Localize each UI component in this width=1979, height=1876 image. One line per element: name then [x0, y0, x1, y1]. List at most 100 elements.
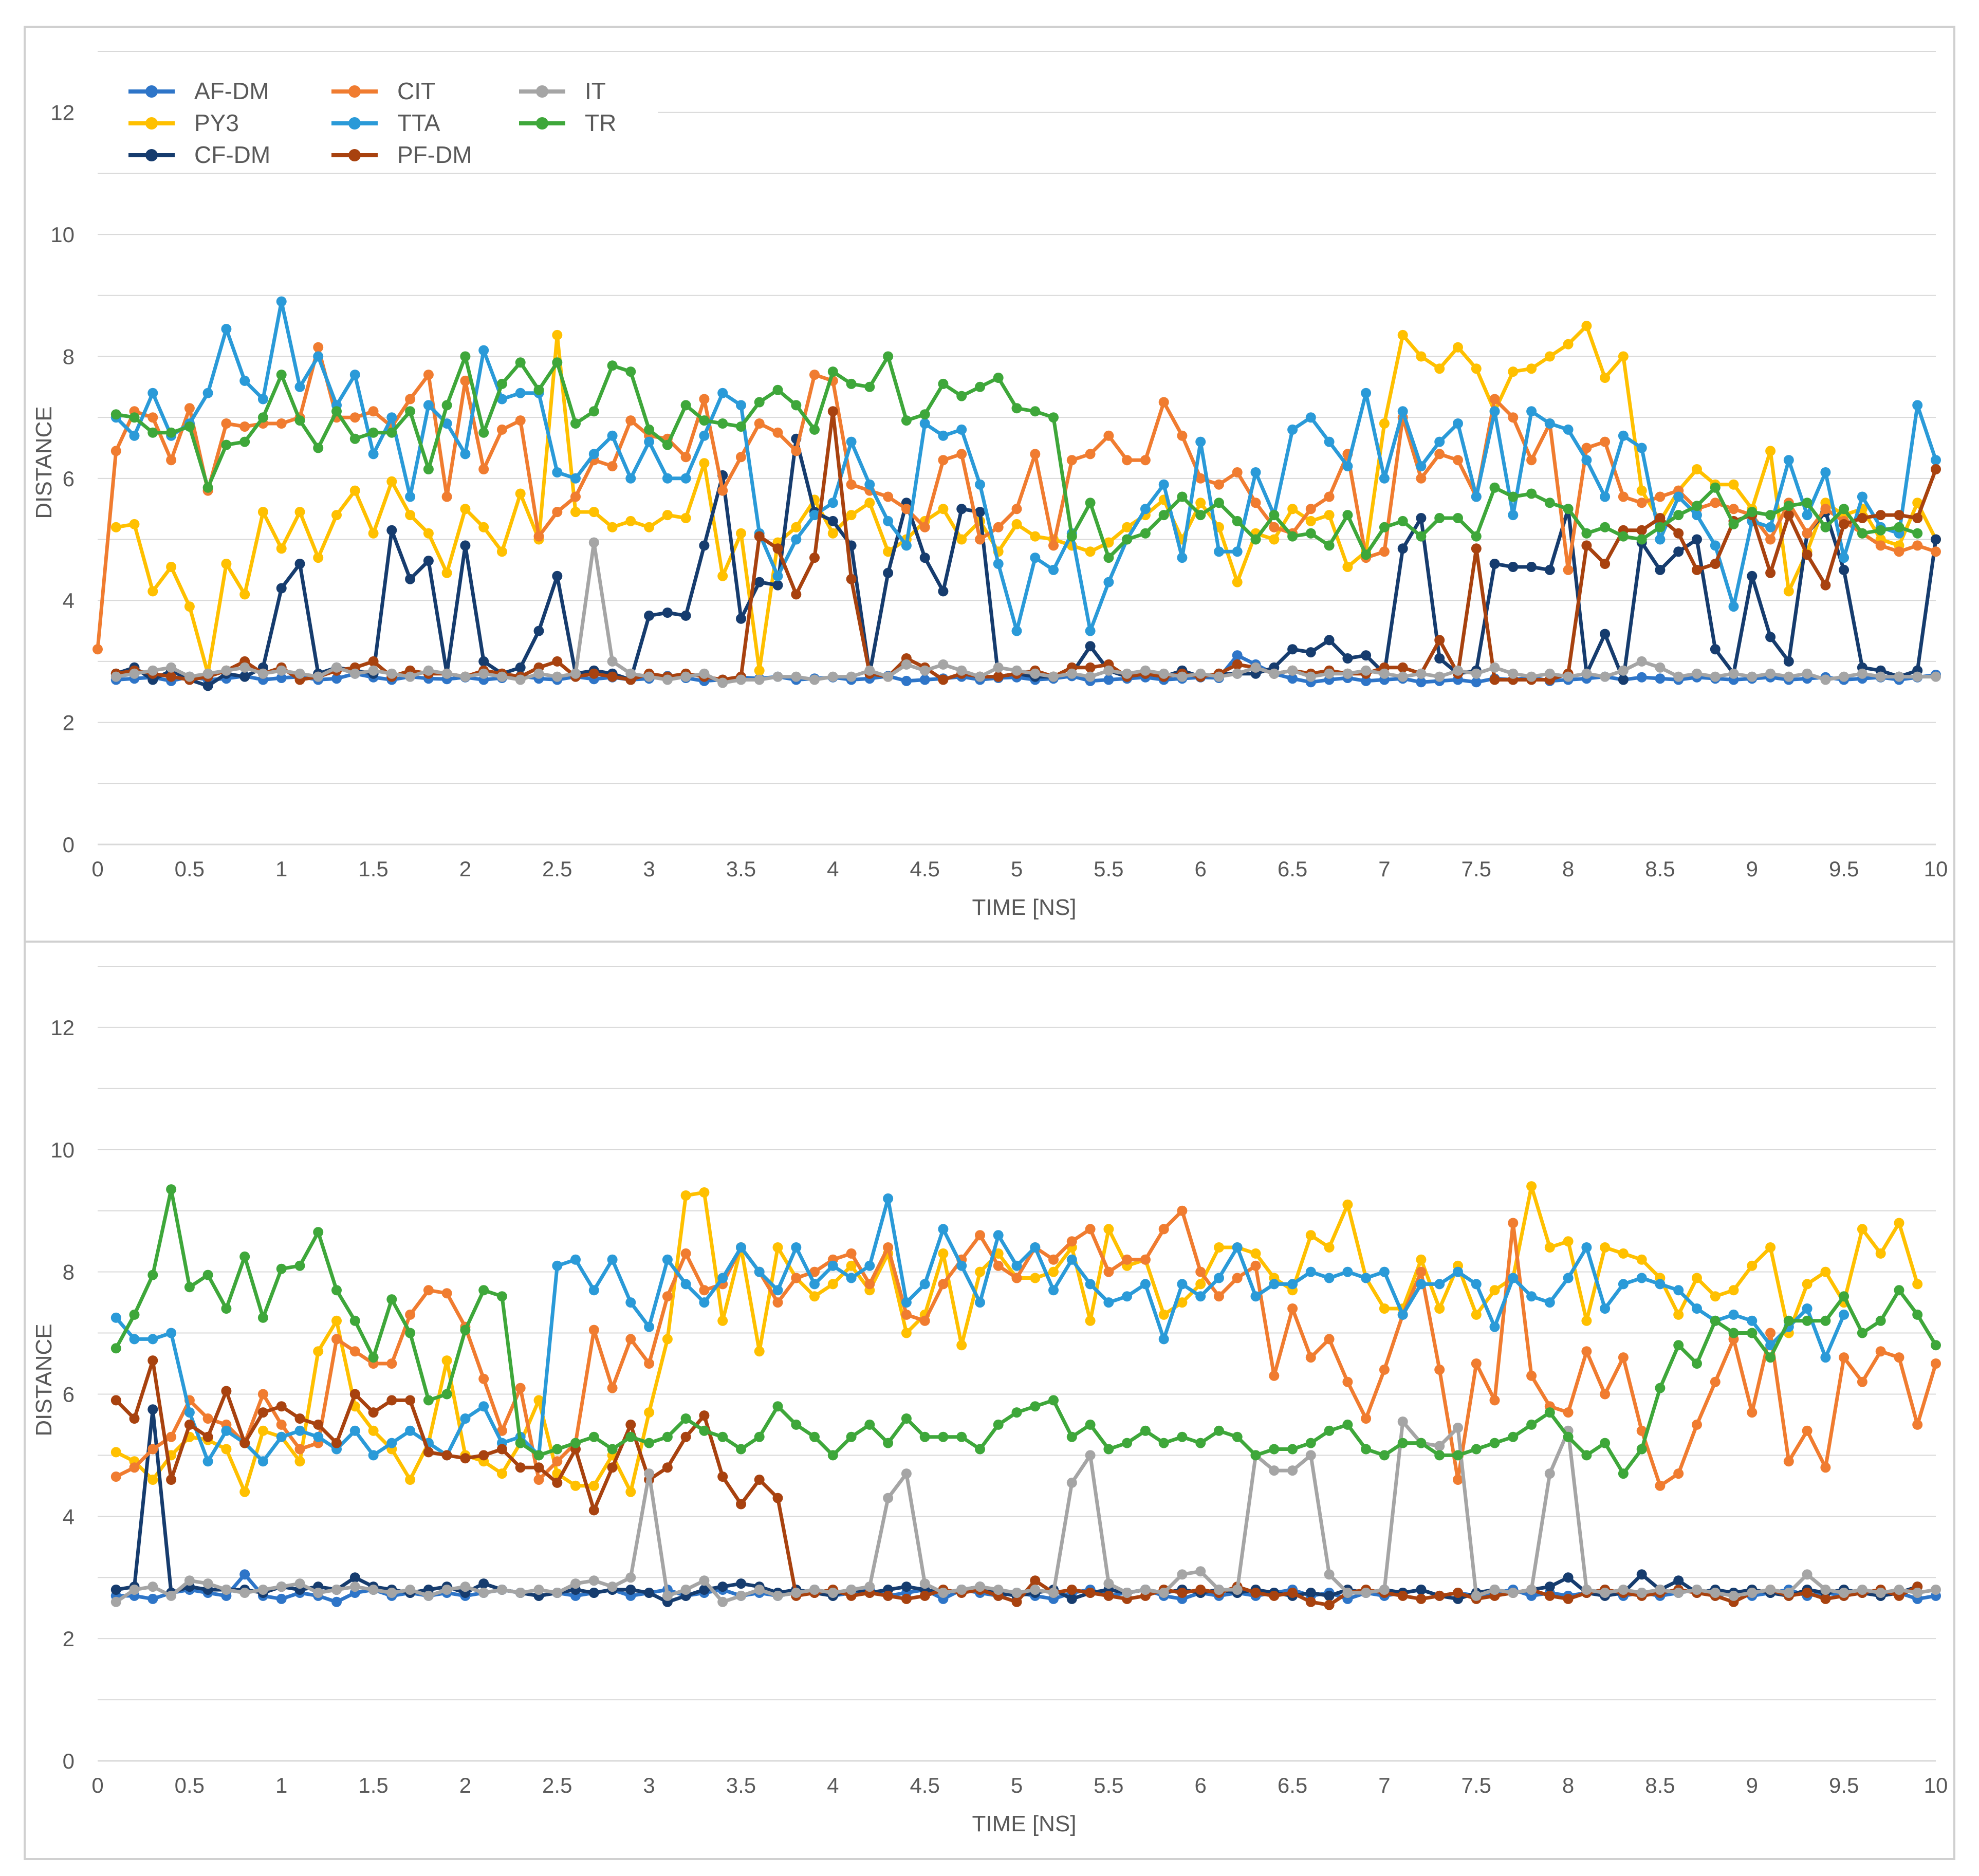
- bottom-gridlines: [98, 966, 1936, 1762]
- top-data-point-pf-dm: [1783, 510, 1794, 521]
- top-data-point-py3: [1618, 351, 1629, 362]
- legend-swatch-marker: [536, 117, 548, 130]
- bottom-data-point-tr: [607, 1444, 618, 1455]
- bottom-data-point-it: [1747, 1588, 1758, 1598]
- bottom-data-point-it: [552, 1588, 563, 1598]
- top-data-point-cit: [1030, 449, 1041, 459]
- top-data-point-af-dm: [276, 673, 287, 683]
- bottom-data-point-tr: [1269, 1444, 1280, 1455]
- bottom-data-point-tr: [1655, 1383, 1666, 1393]
- top-data-point-it: [441, 668, 452, 679]
- bottom-data-point-tr: [1122, 1438, 1133, 1448]
- top-data-point-cit: [1489, 394, 1500, 404]
- top-data-point-cf-dm: [644, 610, 655, 621]
- top-data-point-cf-dm: [294, 559, 305, 569]
- bottom-data-point-cit: [1765, 1328, 1776, 1338]
- bottom-data-point-pf-dm: [754, 1475, 765, 1485]
- top-data-point-tta: [736, 400, 746, 411]
- top-x-tick-label: 3: [643, 857, 655, 881]
- bottom-data-point-tta: [1379, 1266, 1390, 1277]
- top-data-point-tta: [515, 388, 526, 398]
- top-data-point-cit: [938, 455, 949, 466]
- bottom-data-point-tta: [1600, 1303, 1611, 1314]
- top-data-point-tr: [441, 400, 452, 411]
- bottom-data-point-tta: [1508, 1273, 1519, 1283]
- legend-item-cit: CIT: [331, 78, 435, 104]
- top-data-point-it: [1489, 662, 1500, 673]
- top-data-point-tr: [1305, 528, 1316, 539]
- top-data-point-py3: [956, 534, 967, 545]
- bottom-x-tick-label: 5.5: [1094, 1773, 1123, 1797]
- top-data-point-cit: [1820, 504, 1831, 514]
- top-data-point-tr: [1618, 531, 1629, 542]
- bottom-data-point-it: [1600, 1588, 1611, 1598]
- bottom-data-point-tta: [386, 1438, 397, 1448]
- top-data-point-py3: [257, 507, 268, 518]
- bottom-data-point-pf-dm: [883, 1590, 894, 1601]
- top-data-point-af-dm: [1471, 677, 1482, 688]
- bottom-data-point-tta: [827, 1260, 838, 1271]
- top-data-point-tta: [1177, 553, 1188, 563]
- top-data-point-py3: [1508, 366, 1519, 377]
- top-data-point-cf-dm: [938, 586, 949, 597]
- bottom-data-point-it: [276, 1581, 287, 1592]
- top-data-point-it: [754, 674, 765, 685]
- top-data-point-cf-dm: [736, 613, 746, 624]
- top-data-point-tr: [883, 351, 894, 362]
- top-data-point-tr: [1636, 534, 1647, 545]
- top-y-tick-label: 4: [63, 588, 75, 613]
- bottom-data-point-cit: [1839, 1352, 1849, 1363]
- bottom-data-point-it: [938, 1588, 949, 1598]
- top-data-point-tr: [588, 406, 599, 417]
- bottom-data-point-py3: [110, 1447, 121, 1458]
- top-data-point-tr: [975, 381, 985, 392]
- bottom-data-point-it: [717, 1596, 728, 1607]
- bottom-data-point-py3: [1342, 1199, 1353, 1210]
- bottom-data-point-tr: [588, 1431, 599, 1442]
- bottom-data-point-tta: [1416, 1279, 1427, 1290]
- bottom-data-point-it: [1820, 1585, 1831, 1595]
- bottom-data-point-cit: [625, 1334, 636, 1345]
- top-data-point-py3: [1195, 498, 1206, 508]
- bottom-data-point-it: [1214, 1585, 1224, 1595]
- top-data-point-cf-dm: [1747, 571, 1758, 581]
- top-data-point-pf-dm: [754, 531, 765, 542]
- top-data-point-it: [1839, 671, 1849, 682]
- top-data-point-cit: [1710, 498, 1721, 508]
- top-data-point-it: [1875, 671, 1886, 682]
- top-data-point-cit: [883, 491, 894, 502]
- top-data-point-it: [1324, 668, 1335, 679]
- bottom-data-point-py3: [1820, 1266, 1831, 1277]
- bottom-data-point-tr: [625, 1431, 636, 1442]
- bottom-data-point-cit: [588, 1325, 599, 1335]
- top-data-point-tr: [552, 357, 563, 368]
- top-data-point-py3: [1232, 577, 1243, 587]
- top-data-point-tr: [717, 418, 728, 429]
- bottom-data-point-tr: [166, 1184, 177, 1195]
- top-data-point-py3: [386, 476, 397, 487]
- bottom-data-point-py3: [1305, 1230, 1316, 1241]
- top-data-point-cf-dm: [680, 610, 691, 621]
- bottom-data-point-it: [313, 1588, 324, 1598]
- top-data-point-tr: [423, 464, 434, 474]
- top-data-point-tr: [1857, 528, 1867, 539]
- top-data-point-cf-dm: [883, 567, 894, 578]
- bottom-data-point-tta: [1232, 1242, 1243, 1253]
- bottom-data-point-py3: [294, 1456, 305, 1467]
- bottom-data-point-it: [1140, 1585, 1151, 1595]
- bottom-data-point-cit: [1857, 1376, 1867, 1387]
- bottom-data-point-cf-dm: [644, 1588, 655, 1598]
- top-data-point-tta: [588, 449, 599, 459]
- top-x-tick-label: 5: [1011, 857, 1023, 881]
- top-data-point-tta: [956, 424, 967, 435]
- top-data-point-it: [166, 662, 177, 673]
- bottom-data-point-tr: [772, 1401, 783, 1412]
- bottom-data-point-cit: [975, 1230, 985, 1241]
- bottom-data-point-it: [1692, 1585, 1702, 1595]
- bottom-data-point-it: [1471, 1590, 1482, 1601]
- top-x-tick-label: 4.5: [910, 857, 939, 881]
- top-series-it: [110, 537, 1941, 688]
- bottom-data-point-tta: [1122, 1291, 1133, 1302]
- bottom-data-point-tta: [1820, 1352, 1831, 1363]
- top-data-point-cit: [1931, 546, 1941, 557]
